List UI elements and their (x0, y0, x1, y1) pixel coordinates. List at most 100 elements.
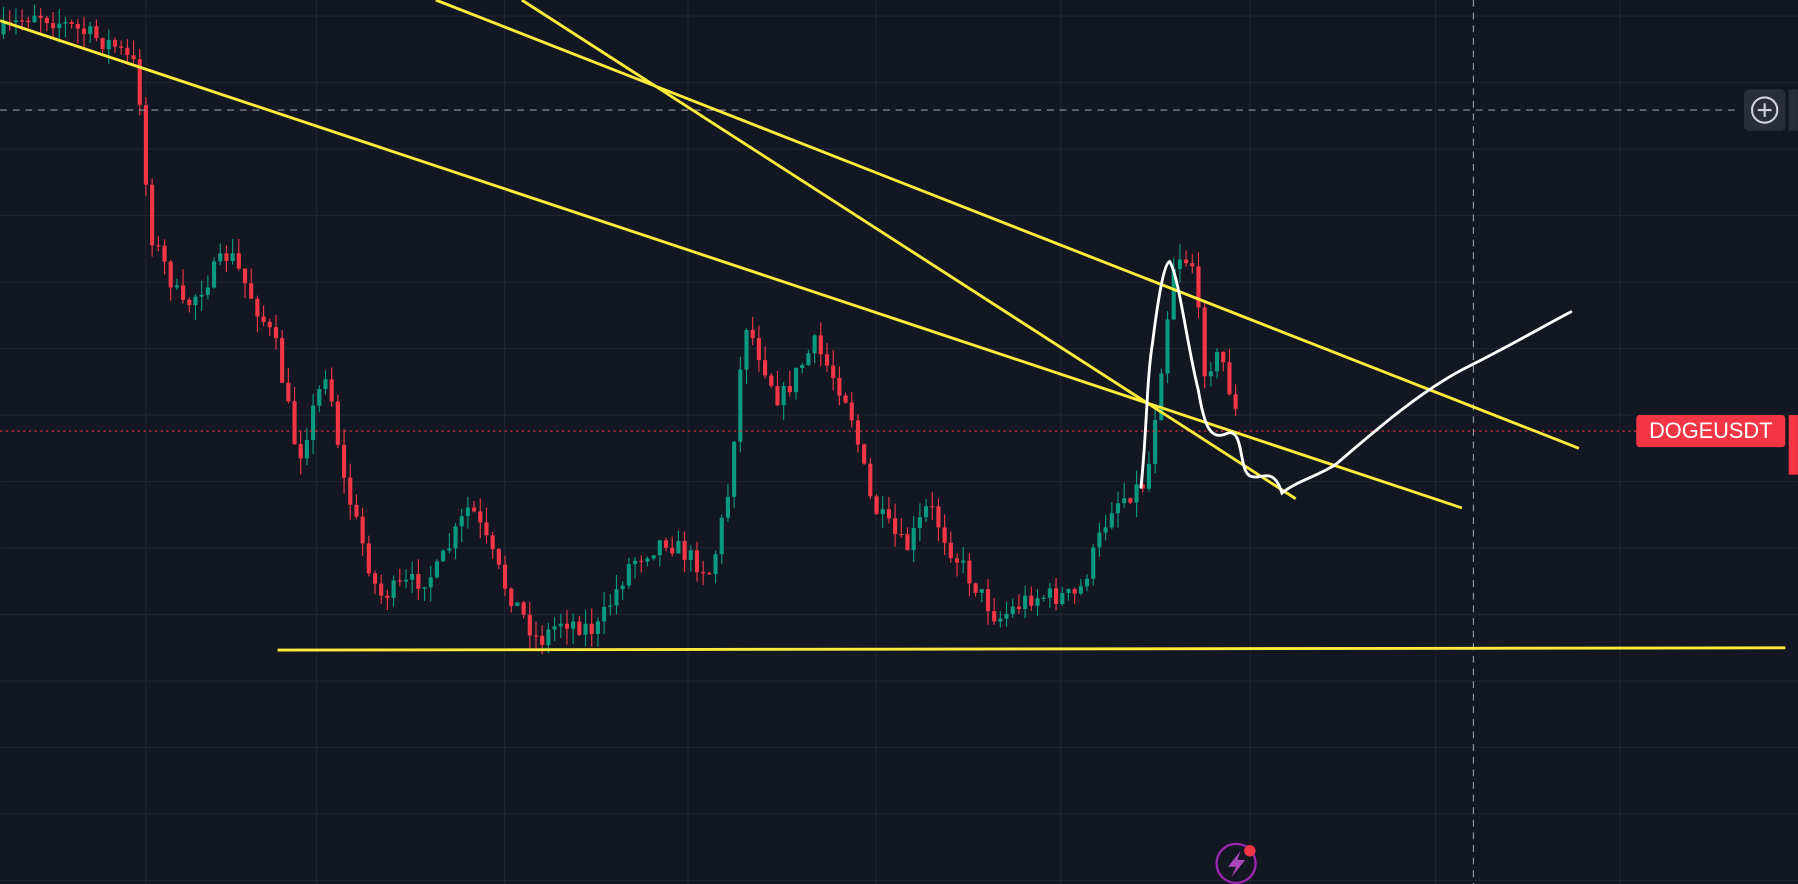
candle-body (51, 23, 56, 29)
candle-body (162, 245, 167, 262)
candle-body (1103, 527, 1108, 533)
brush-drawing[interactable] (1139, 259, 1573, 496)
candle-body (490, 535, 495, 550)
candle-body (614, 589, 619, 606)
candle-body (1140, 484, 1145, 489)
candle-body (1122, 498, 1127, 504)
add-button[interactable] (1744, 89, 1786, 131)
candle-body (199, 294, 204, 297)
candle-body (893, 518, 898, 534)
candle-body (131, 55, 136, 60)
candle-body (360, 516, 365, 544)
candle-body (218, 253, 223, 262)
candle-body (769, 375, 774, 387)
candle-body (75, 23, 80, 29)
candle-body (540, 635, 545, 646)
candle-body (1184, 259, 1189, 264)
candle-body (38, 15, 43, 18)
candle-body (1177, 259, 1182, 270)
candle-body (701, 572, 706, 574)
candle-body (719, 517, 724, 555)
candle-body (1190, 263, 1195, 267)
candle-body (298, 444, 303, 459)
candle-body (366, 543, 371, 574)
candle-body (69, 22, 74, 24)
trend-line[interactable] (435, 0, 1580, 450)
candle-body (81, 28, 87, 34)
candle-body (472, 507, 477, 512)
trend-lines (0, 0, 1786, 652)
candle-body (57, 23, 62, 29)
candle-body (119, 46, 124, 48)
candle-body (1054, 588, 1059, 604)
candle-body (998, 618, 1003, 622)
candle-body (447, 548, 452, 551)
candle-body (311, 405, 316, 441)
candle-body (1097, 532, 1102, 548)
candle-body (249, 283, 254, 299)
candle-body (230, 253, 235, 261)
candle-body (1035, 598, 1040, 606)
candle-body (657, 540, 662, 556)
candle-body (837, 378, 842, 396)
support-line[interactable] (277, 646, 1786, 652)
candle-body (862, 444, 867, 464)
trend-line[interactable] (521, 0, 1297, 500)
candle-body (1060, 593, 1065, 604)
candle-body (899, 533, 904, 536)
candle-body (372, 573, 378, 584)
flash-dot (1244, 845, 1256, 857)
candle-body (738, 369, 743, 442)
candle-body (954, 558, 960, 563)
candle-body (676, 540, 681, 554)
candle-body (732, 441, 737, 497)
price-scale-marker (1788, 415, 1798, 475)
candle-body (1066, 589, 1071, 594)
candle-body (329, 379, 334, 402)
candle-body (831, 365, 836, 379)
candle-body (63, 22, 68, 24)
candle-body (261, 316, 266, 322)
candle-body (304, 440, 309, 459)
candle-body (967, 560, 972, 584)
candle-body (410, 573, 415, 580)
candle-body (403, 579, 409, 582)
trend-line[interactable] (0, 19, 1463, 510)
candle-body (1196, 266, 1201, 308)
candle-body (94, 26, 99, 39)
candle-body (428, 577, 433, 588)
candle-body (1029, 595, 1034, 606)
candle-body (441, 550, 446, 562)
candle-body (1004, 613, 1009, 619)
candle-body (478, 511, 483, 523)
candle-body (1214, 351, 1220, 372)
candle-body (1165, 319, 1170, 374)
candle-body (595, 621, 600, 634)
candle-body (527, 614, 532, 636)
candle-body (292, 401, 297, 445)
candle-body (763, 360, 768, 376)
symbol-label: DOGEUSDT (1649, 418, 1772, 443)
candle-body (1146, 463, 1152, 489)
flash-button[interactable] (1215, 842, 1257, 884)
candle-body (242, 268, 248, 284)
candle-body (930, 506, 935, 508)
candle-body (521, 602, 526, 615)
candle-body (317, 389, 322, 406)
candle-body (546, 629, 551, 646)
candle-body (286, 382, 291, 402)
candle-body (32, 15, 37, 23)
candle-body (13, 20, 18, 23)
candle-body (744, 330, 749, 370)
candle-body (193, 296, 198, 306)
candle-body (725, 496, 730, 518)
candle-body (341, 444, 347, 478)
candle-body (781, 386, 786, 406)
candle-body (824, 354, 830, 366)
candle-body (255, 298, 260, 317)
candle-body (682, 540, 687, 560)
candle-body (335, 401, 340, 445)
candle-body (137, 59, 142, 106)
candle-body (416, 573, 421, 589)
